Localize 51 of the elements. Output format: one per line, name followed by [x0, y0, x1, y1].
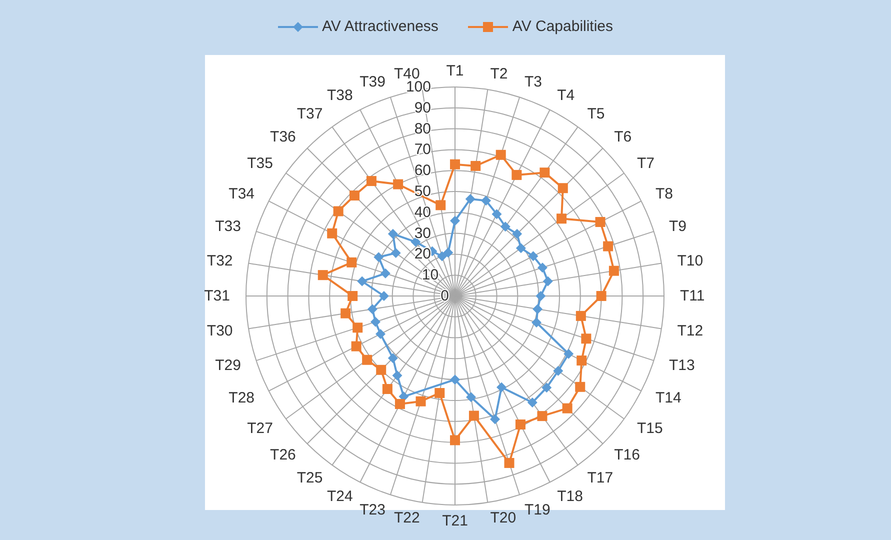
spoke-label: T22	[394, 510, 420, 527]
spoke-label: T7	[637, 155, 655, 172]
spoke-label: T12	[677, 322, 704, 340]
spoke-label: T5	[587, 105, 605, 122]
spoke-label: T6	[614, 128, 632, 146]
y-tick-label: 20	[414, 246, 431, 263]
spoke-label: T17	[587, 470, 614, 487]
spoke-label: T11	[680, 288, 705, 304]
spoke-label: T36	[270, 128, 296, 146]
spoke-label: T9	[668, 218, 687, 235]
y-tick-label: 70	[414, 141, 431, 158]
spoke-label: T14	[655, 390, 682, 407]
legend-label: AV Capabilities	[511, 18, 614, 36]
spoke-label: T32	[206, 252, 233, 270]
spoke-label: T25	[296, 470, 323, 487]
y-tick-label: 0	[440, 288, 449, 304]
y-tick-label: 80	[414, 120, 431, 138]
spoke-label: T2	[490, 65, 508, 82]
spoke-label: T34	[228, 185, 255, 202]
spoke-label: T26	[270, 446, 296, 464]
spoke-label: T23	[360, 501, 386, 518]
spoke-label: T19	[524, 501, 550, 518]
legend-label: AV Attractiveness	[320, 18, 438, 36]
spoke-label: T8	[655, 185, 673, 202]
spoke-label: T38	[326, 87, 353, 104]
y-tick-label: 60	[414, 162, 431, 180]
spoke-label: T18	[557, 488, 584, 505]
y-tick-label: 40	[414, 204, 431, 221]
spoke-label: T24	[326, 488, 353, 505]
y-tick-label: 50	[414, 183, 431, 200]
spoke-label: T4	[557, 87, 575, 104]
spoke-label: T28	[228, 390, 255, 407]
spoke-label: T16	[614, 446, 640, 464]
y-tick-label: 10	[422, 266, 439, 284]
spoke-label: T33	[215, 218, 242, 235]
spoke-label: T30	[206, 322, 233, 340]
spoke-label: T35	[247, 155, 273, 172]
spoke-label: T39	[360, 74, 386, 91]
spoke-label: T21	[442, 512, 468, 530]
spoke-label: T37	[296, 105, 323, 122]
spoke-label: T31	[204, 288, 230, 304]
spoke-label: T10	[677, 252, 704, 270]
y-tick-label: 90	[414, 99, 431, 116]
spoke-label: T13	[668, 357, 695, 374]
spoke-label: T20	[490, 510, 516, 527]
spoke-label: T27	[247, 420, 273, 437]
y-tick-label: 30	[414, 224, 431, 242]
spoke-label: T29	[215, 357, 242, 374]
spoke-label: T1	[446, 62, 464, 80]
spoke-label: T15	[637, 420, 663, 437]
spoke-label: T3	[524, 74, 542, 91]
